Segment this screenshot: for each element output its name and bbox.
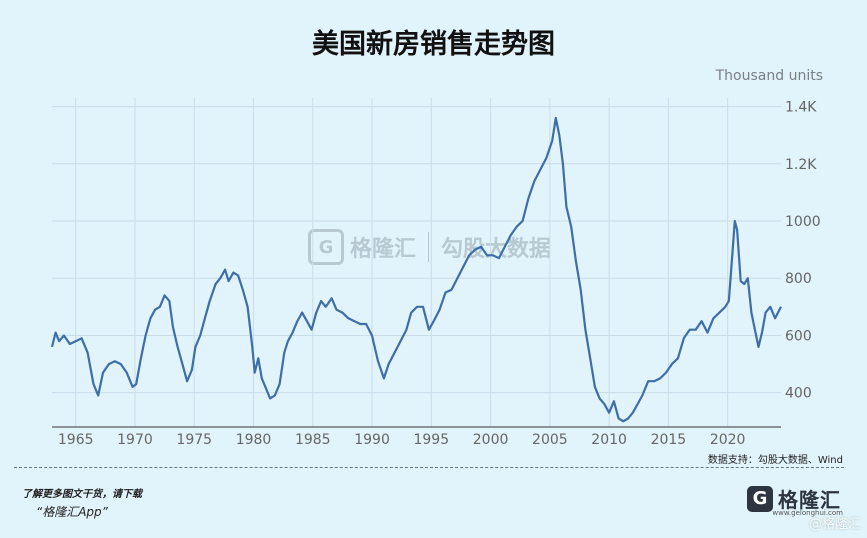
x-tick-label: 1980 bbox=[236, 432, 272, 448]
app-name-link[interactable]: “格隆汇App” bbox=[36, 505, 108, 519]
brand-logo-icon: G bbox=[747, 485, 773, 512]
x-tick-label: 1990 bbox=[354, 432, 390, 448]
y-unit-label: Thousand units bbox=[715, 68, 823, 84]
new-home-sales-line bbox=[50, 116, 782, 423]
x-tick-label: 1975 bbox=[176, 432, 212, 448]
chart-title: 美国新房销售走势图 bbox=[312, 29, 555, 60]
grid-layer bbox=[52, 98, 781, 427]
y-tick-label: 800 bbox=[785, 271, 812, 287]
series-layer bbox=[50, 116, 782, 423]
x-tick-label: 1985 bbox=[295, 432, 331, 448]
footer-divider bbox=[14, 467, 844, 468]
brand-url: www.gelonghui.com bbox=[772, 509, 843, 517]
watermark-brand: 格隆汇 bbox=[350, 237, 417, 262]
y-tick-label: 1000 bbox=[785, 214, 821, 230]
x-tick-label: 2020 bbox=[710, 432, 746, 448]
x-tick-label: 2015 bbox=[651, 432, 687, 448]
brand-name: 格隆汇 bbox=[778, 488, 841, 512]
x-tick-label: 2010 bbox=[591, 432, 627, 448]
x-tick-label: 1995 bbox=[413, 432, 449, 448]
y-tick-label: 600 bbox=[785, 328, 812, 344]
y-tick-label: 400 bbox=[785, 386, 812, 402]
brand-logo: G 格隆汇 bbox=[747, 484, 841, 513]
watermark-divider bbox=[428, 232, 430, 262]
x-tick-label: 2000 bbox=[473, 432, 509, 448]
x-tick-label: 1965 bbox=[58, 432, 94, 448]
axis-layer: 1965 1970 1975 1980 1985 1990 1995 2000 2005 2010… bbox=[52, 100, 821, 448]
download-prompt: 了解更多图文干货，请下载 bbox=[22, 489, 142, 500]
x-tick-label: 2005 bbox=[532, 432, 568, 448]
x-tick-label: 1970 bbox=[117, 432, 153, 448]
y-tick-label: 1.2K bbox=[785, 157, 817, 173]
watermark-logo-icon: G bbox=[308, 229, 344, 265]
source-note: 数据支持：勾股大数据、Wind bbox=[707, 455, 843, 466]
corner-watermark: @格隆汇 bbox=[808, 517, 861, 532]
y-tick-label: 1.4K bbox=[785, 100, 817, 116]
